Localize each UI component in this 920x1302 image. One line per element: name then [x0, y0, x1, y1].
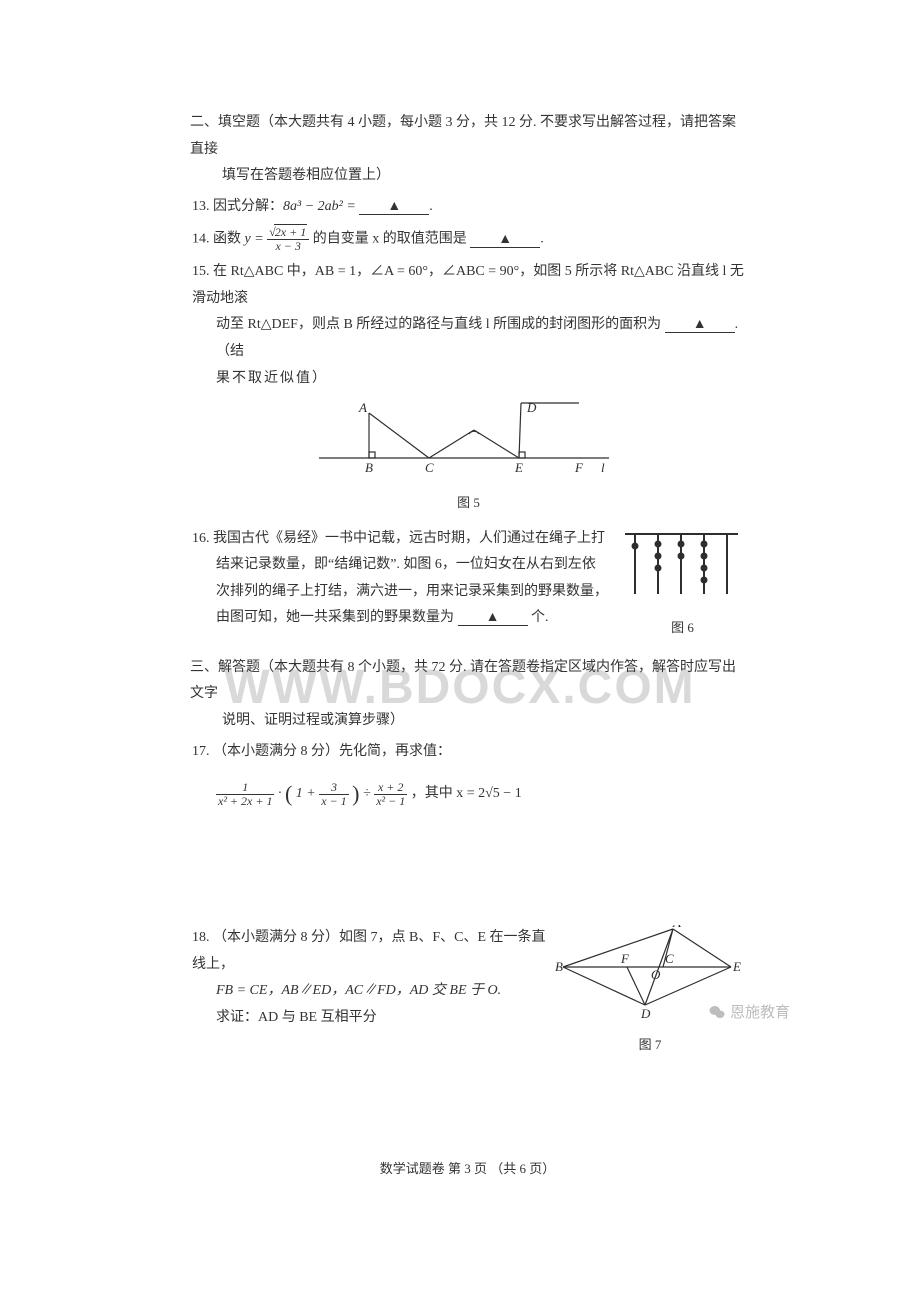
q18-line3: 求证：AD 与 BE 互相平分: [216, 1010, 377, 1025]
svg-text:l: l: [601, 460, 605, 475]
svg-text:E: E: [732, 959, 741, 974]
svg-text:E: E: [514, 460, 523, 475]
svg-text:A: A: [358, 400, 367, 415]
q17-term1: 1 x² + 2x + 1: [216, 781, 274, 807]
q15-label: 15.: [192, 264, 210, 279]
q16-line4b: 个.: [531, 610, 549, 625]
q18-line2: FB = CE，AB∥ED，AC∥FD，AD 交 BE 于 O.: [216, 983, 501, 998]
q13-label: 13.: [192, 199, 210, 214]
svg-text:D: D: [526, 400, 537, 415]
q17-paren-close: ): [352, 781, 359, 806]
svg-text:B: B: [555, 959, 563, 974]
svg-text:O: O: [651, 967, 661, 982]
q17-term3: x + 2 x² − 1: [374, 781, 407, 807]
q14-before: 函数: [213, 232, 245, 247]
q13-expr: 8a³ − 2ab² =: [283, 199, 356, 214]
figure-7-svg: A B F C E D O: [555, 925, 745, 1020]
section-3-line1: 三、解答题（本大题共有 8 个小题，共 72 分. 请在答题卷指定区域内作答，解…: [190, 660, 736, 702]
q15-line1: 在 Rt△ABC 中，AB = 1，∠A = 60°，∠ABC = 90°，如图…: [192, 264, 744, 306]
q15-line3-end: 果不取近似值）: [216, 371, 328, 386]
svg-text:B: B: [365, 460, 373, 475]
q16-line2: 结来记录数量，即“结绳记数”. 如图 6，一位妇女在从右到左依: [216, 557, 596, 572]
figure-7-caption: 图 7: [555, 1033, 745, 1058]
question-15: 15. 在 Rt△ABC 中，AB = 1，∠A = 60°，∠ABC = 90…: [192, 259, 745, 515]
exam-page: 二、填空题（本大题共有 4 小题，每小题 3 分，共 12 分. 不要求写出解答…: [0, 0, 920, 1182]
svg-text:C: C: [425, 460, 434, 475]
q18-line1: （本小题满分 8 分）如图 7，点 B、F、C、E 在一条直线上，: [192, 930, 546, 972]
q17-dot: ·: [278, 786, 282, 801]
question-14: 14. 函数 y = 2x + 1 x − 3 的自变量 x 的取值范围是 ▲.: [192, 226, 745, 253]
q13-after: .: [429, 199, 433, 214]
q16-line1: 我国古代《易经》一书中记载，远古时期，人们通过在绳子上打: [213, 531, 605, 546]
q15-line2: 动至 Rt△DEF，则点 B 所经过的路径与直线 l 所围成的封闭图形的面积为: [216, 317, 661, 332]
q17-where: ，其中 x = 2√5 − 1: [411, 786, 522, 801]
q17-oneplus: 1 +: [296, 786, 316, 801]
figure-6-caption: 图 6: [620, 616, 745, 641]
question-16: 16. 我国古代《易经》一书中记载，远古时期，人们通过在绳子上打 结来记录数量，…: [192, 526, 745, 641]
figure-6-svg: [620, 526, 745, 604]
q16-line3: 次排列的绳子上打结，满六进一，用来记录采集到的野果数量，: [216, 584, 608, 599]
q17-term2: 3 x − 1: [319, 781, 348, 807]
question-13: 13. 因式分解：8a³ − 2ab² = ▲.: [192, 194, 745, 221]
q17-heading: （本小题满分 8 分）先化简，再求值：: [213, 744, 451, 759]
q13-blank: ▲: [359, 200, 429, 215]
figure-5: A B C D E F l 图 5: [192, 398, 745, 515]
q16-line4a: 由图可知，她一共采集到的野果数量为: [216, 610, 454, 625]
figure-6: 图 6: [620, 526, 745, 641]
q16-blank: ▲: [458, 611, 528, 626]
section-2-header: 二、填空题（本大题共有 4 小题，每小题 3 分，共 12 分. 不要求写出解答…: [190, 110, 745, 190]
q14-y: y =: [245, 232, 264, 247]
q14-blank: ▲: [470, 233, 540, 248]
q15-blank: ▲: [665, 318, 735, 333]
q14-frac: 2x + 1 x − 3: [267, 226, 309, 252]
q18-label: 18.: [192, 930, 210, 945]
section-2-line1: 二、填空题（本大题共有 4 小题，每小题 3 分，共 12 分. 不要求写出解答…: [190, 115, 736, 157]
svg-text:F: F: [574, 460, 584, 475]
page-footer: 数学试题卷 第 3 页 （共 6 页）: [190, 1157, 745, 1182]
q14-mid: 的自变量 x 的取值范围是: [313, 232, 467, 247]
q14-den: x − 3: [267, 240, 309, 253]
q17-div: ÷: [363, 786, 371, 801]
q14-label: 14.: [192, 232, 210, 247]
figure-5-caption: 图 5: [192, 491, 745, 516]
section-3-header: 三、解答题（本大题共有 8 个小题，共 72 分. 请在答题卷指定区域内作答，解…: [190, 655, 745, 735]
section-3-line2: 说明、证明过程或演算步骤）: [190, 713, 404, 728]
q17-label: 17.: [192, 744, 210, 759]
svg-text:A: A: [672, 925, 681, 930]
svg-text:D: D: [640, 1006, 651, 1020]
q13-before: 因式分解：: [213, 199, 283, 214]
question-17: 17. （本小题满分 8 分）先化简，再求值： 1 x² + 2x + 1 · …: [192, 739, 745, 815]
q17-paren-open: (: [285, 781, 292, 806]
q14-after: .: [540, 232, 544, 247]
q16-label: 16.: [192, 531, 210, 546]
figure-7: A B F C E D O 图 7: [555, 925, 745, 1057]
question-18: 18. （本小题满分 8 分）如图 7，点 B、F、C、E 在一条直线上， FB…: [192, 925, 745, 1057]
svg-text:F: F: [620, 951, 630, 966]
svg-text:C: C: [665, 951, 674, 966]
section-2-line2: 填写在答题卷相应位置上）: [190, 168, 390, 183]
figure-5-svg: A B C D E F l: [309, 398, 629, 478]
